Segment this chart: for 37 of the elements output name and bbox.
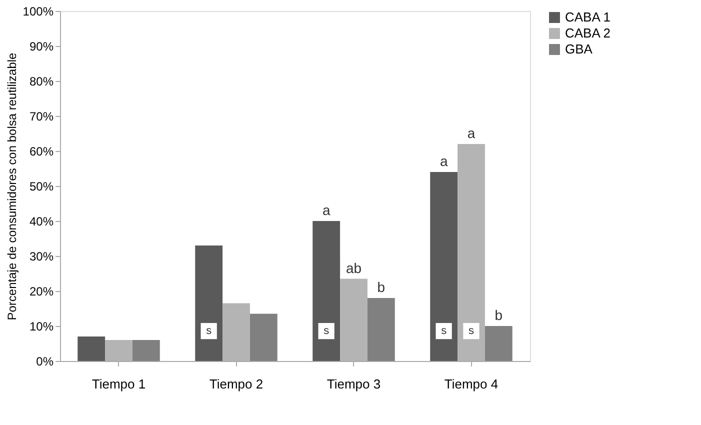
annotation: s [441,325,448,337]
data-label: b [494,307,503,323]
data-label: a [322,202,330,218]
data-label: ab [346,260,362,276]
data-label: b [377,279,386,295]
legend-label: CABA 2 [565,26,611,40]
y-tick-label: 10% [29,320,54,334]
y-tick-label: 70% [29,110,54,124]
annotation: s [324,325,330,337]
bar [430,172,458,361]
y-tick-label: 90% [29,40,54,54]
y-tick-label: 30% [29,250,54,264]
bar [250,314,278,361]
y-tick-label: 20% [29,284,54,298]
bar [78,336,106,361]
x-tick-label: Tiempo 1 [92,376,146,392]
y-tick-label: 50% [29,180,54,194]
bar [367,298,395,361]
y-tick-label: 80% [29,74,54,88]
annotation: s [206,325,212,337]
bar [195,246,223,361]
bar [484,326,512,361]
data-label: a [467,125,476,141]
data-label: a [440,153,448,169]
y-tick-label: 100% [22,4,54,18]
bar [312,221,340,361]
annotation: s [468,325,474,337]
x-tick-label: Tiempo 2 [209,376,264,392]
legend-label: GBA [565,42,593,56]
x-tick-label: Tiempo 3 [326,376,381,392]
legend-label: CABA 1 [565,10,611,24]
y-tick-label: 60% [29,144,54,158]
y-axis-title: Porcentaje de consumidores con bolsa reutilizable [4,52,19,320]
y-tick-label: 0% [36,354,54,368]
y-tick-label: 40% [29,214,54,228]
x-tick-label: Tiempo 4 [444,376,498,392]
bar [132,340,160,361]
